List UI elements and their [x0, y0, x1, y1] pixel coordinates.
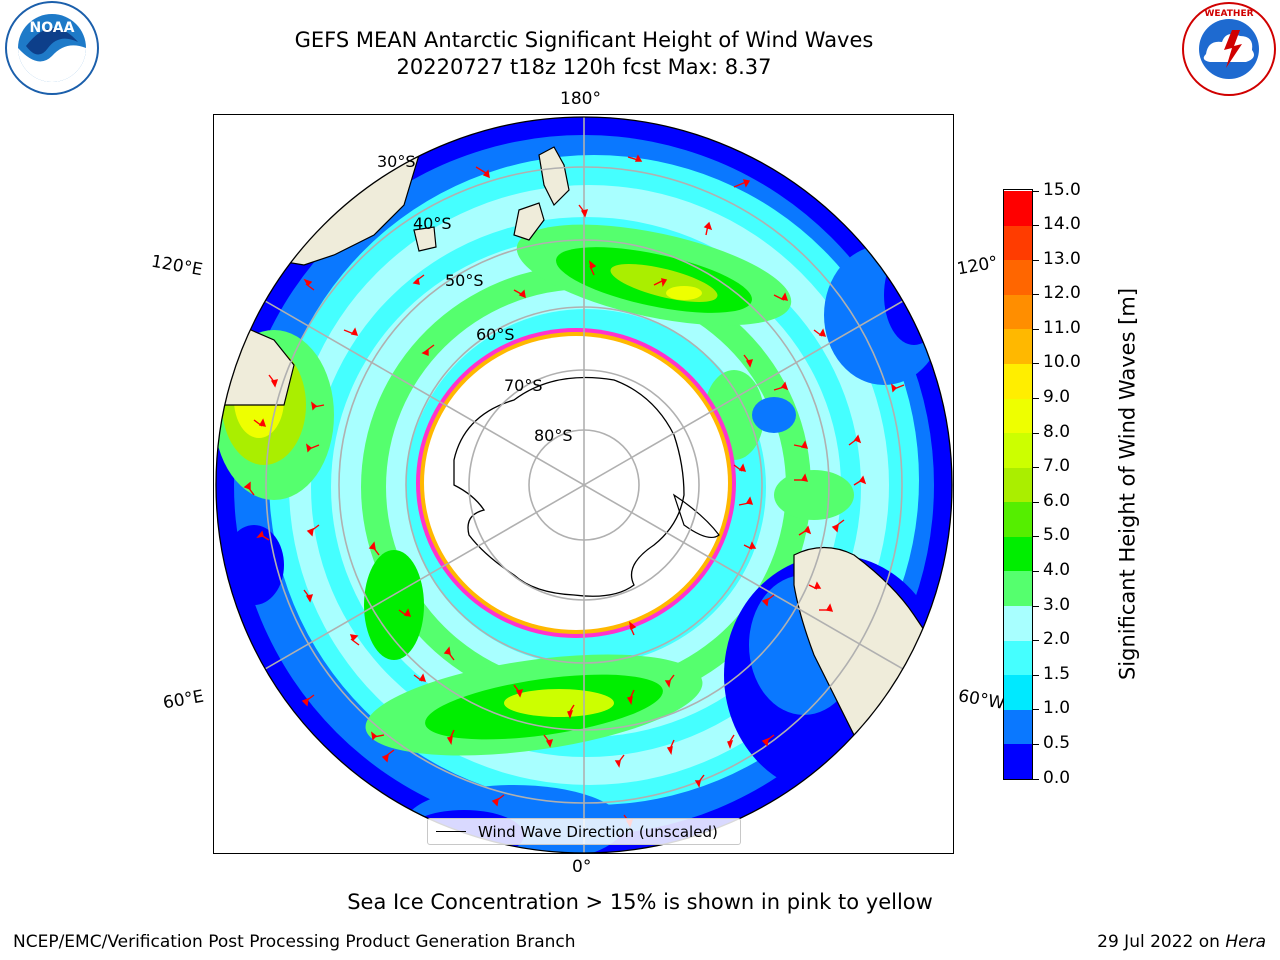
colorbar-segment: [1004, 501, 1032, 537]
lat-label-80s: 80°S: [534, 426, 573, 445]
colorbar-segment: [1004, 536, 1032, 572]
colorbar: [1003, 189, 1033, 780]
colorbar-tick: [1033, 432, 1039, 434]
colorbar-tick: [1033, 605, 1039, 607]
colorbar-tick-label: 7.0: [1043, 456, 1071, 477]
map-subtitle: 20220727 t18z 120h fcst Max: 8.37: [396, 55, 772, 79]
colorbar-tick: [1033, 743, 1039, 745]
colorbar-segment: [1004, 328, 1032, 364]
colorbar-tick: [1033, 398, 1039, 400]
colorbar-segment: [1004, 640, 1032, 676]
colorbar-segment: [1004, 432, 1032, 468]
lon-label-180: 180°: [560, 89, 601, 109]
lon-label-60e: 60°E: [161, 686, 206, 714]
lat-label-60s: 60°S: [476, 325, 515, 344]
svg-text:WEATHER: WEATHER: [1204, 9, 1253, 19]
colorbar-tick-label: 2.0: [1043, 629, 1071, 650]
lat-label-50s: 50°S: [445, 271, 484, 290]
colorbar-tick-label: 1.5: [1043, 663, 1071, 684]
colorbar-segment: [1004, 398, 1032, 434]
colorbar-segment: [1004, 605, 1032, 641]
colorbar-tick-label: 6.0: [1043, 490, 1071, 511]
noaa-logo: NOAA: [4, 0, 100, 96]
legend-line-swatch: [436, 831, 466, 832]
lat-label-40s: 40°S: [413, 214, 452, 233]
colorbar-tick-label: 0.0: [1043, 767, 1071, 788]
lon-label-0: 0°: [572, 857, 592, 877]
colorbar-tick-label: 12.0: [1043, 283, 1081, 304]
colorbar-tick: [1033, 328, 1039, 330]
colorbar-segment: [1004, 294, 1032, 330]
colorbar-tick: [1033, 640, 1039, 642]
lat-label-70s: 70°S: [504, 376, 543, 395]
colorbar-tick: [1033, 190, 1039, 192]
svg-text:NOAA: NOAA: [30, 20, 75, 36]
nws-logo: WEATHER: [1180, 0, 1278, 98]
colorbar-tick-label: 10.0: [1043, 352, 1081, 373]
colorbar-tick-label: 11.0: [1043, 317, 1081, 338]
colorbar-tick: [1033, 570, 1039, 572]
map-title: GEFS MEAN Antarctic Significant Height o…: [294, 28, 874, 52]
polar-map: 30°S 40°S 50°S 60°S 70°S 80°S: [213, 114, 954, 854]
colorbar-tick: [1033, 778, 1039, 780]
colorbar-tick-label: 14.0: [1043, 214, 1081, 235]
credit-date: 29 Jul 2022 on Hera: [1097, 932, 1266, 952]
colorbar-tick-label: 9.0: [1043, 387, 1071, 408]
lat-label-30s: 30°S: [377, 152, 416, 171]
colorbar-tick: [1033, 501, 1039, 503]
lon-label-120e: 120°E: [149, 251, 205, 281]
legend-label: Wind Wave Direction (unscaled): [478, 822, 718, 841]
colorbar-tick: [1033, 674, 1039, 676]
colorbar-segment: [1004, 225, 1032, 261]
credit-branch: NCEP/EMC/Verification Post Processing Pr…: [13, 932, 576, 952]
colorbar-tick-label: 1.0: [1043, 698, 1071, 719]
colorbar-tick-label: 13.0: [1043, 248, 1081, 269]
sea-ice-note: Sea Ice Concentration > 15% is shown in …: [347, 890, 933, 914]
colorbar-tick-label: 15.0: [1043, 179, 1081, 200]
colorbar-tick-label: 8.0: [1043, 421, 1071, 442]
colorbar-tick: [1033, 536, 1039, 538]
colorbar-tick: [1033, 467, 1039, 469]
lon-label-120w: 120°: [955, 252, 1000, 280]
colorbar-tick-label: 5.0: [1043, 525, 1071, 546]
colorbar-tick-label: 0.5: [1043, 732, 1071, 753]
credit-machine: Hera: [1225, 932, 1266, 952]
lon-label-60w: 60°W: [956, 686, 1007, 714]
colorbar-segment: [1004, 363, 1032, 399]
colorbar-tick: [1033, 225, 1039, 227]
credit-date-text: 29 Jul 2022 on: [1097, 932, 1220, 952]
colorbar-tick-label: 4.0: [1043, 559, 1071, 580]
colorbar-tick: [1033, 709, 1039, 711]
colorbar-segment: [1004, 743, 1032, 779]
colorbar-title: Significant Height of Wind Waves [m]: [1115, 287, 1140, 681]
colorbar-tick: [1033, 294, 1039, 296]
colorbar-tick-label: 3.0: [1043, 594, 1071, 615]
map-legend: Wind Wave Direction (unscaled): [427, 818, 741, 845]
colorbar-tick: [1033, 363, 1039, 365]
colorbar-segment: [1004, 467, 1032, 503]
colorbar-segment: [1004, 674, 1032, 710]
colorbar-segment: [1004, 259, 1032, 295]
colorbar-tick: [1033, 259, 1039, 261]
colorbar-segment: [1004, 709, 1032, 745]
colorbar-segment: [1004, 570, 1032, 607]
colorbar-segment: [1004, 190, 1032, 226]
